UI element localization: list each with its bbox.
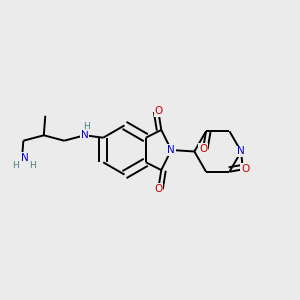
Text: H: H: [84, 122, 90, 131]
Text: O: O: [242, 164, 250, 174]
Text: H: H: [12, 161, 19, 170]
Text: H: H: [240, 164, 247, 172]
Text: N: N: [237, 146, 245, 157]
Text: H: H: [29, 161, 36, 170]
Text: N: N: [167, 145, 175, 155]
Text: N: N: [21, 153, 29, 163]
Text: N: N: [81, 130, 88, 140]
Text: O: O: [199, 144, 207, 154]
Text: O: O: [154, 184, 162, 194]
Text: O: O: [154, 106, 162, 116]
